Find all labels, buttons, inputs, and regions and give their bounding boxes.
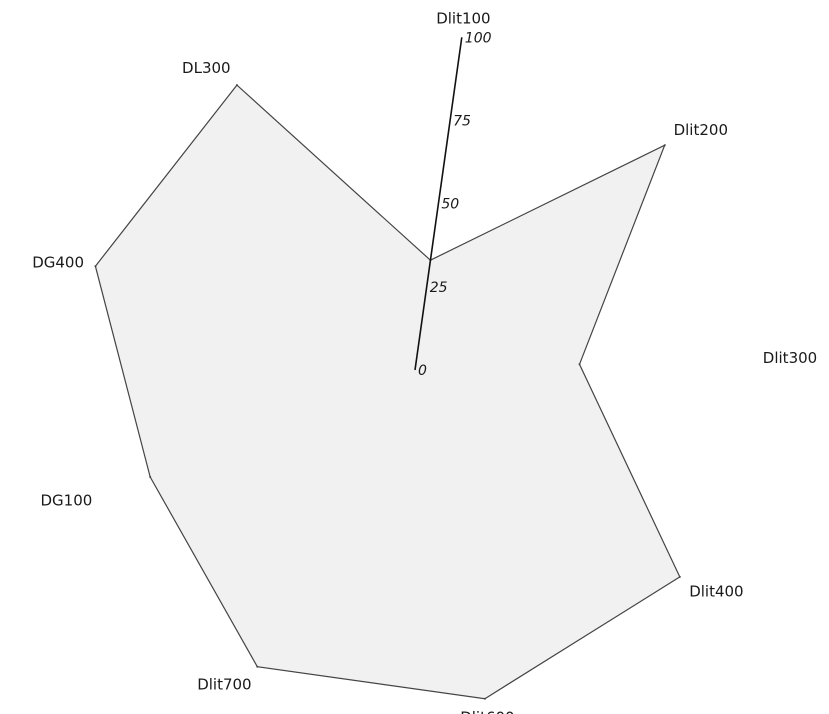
tick-label-100: 100 xyxy=(465,30,492,46)
radar-series-points xyxy=(94,84,681,700)
category-label-dg100: DG100 xyxy=(40,491,92,509)
radar-series-area xyxy=(94,84,681,700)
data-point-dlit300 xyxy=(578,363,581,366)
tick-label-50: 50 xyxy=(441,197,459,213)
data-point-dlit600 xyxy=(483,697,486,700)
category-label-dl300: DL300 xyxy=(182,59,231,77)
data-point-dlit200 xyxy=(663,144,666,147)
data-point-dg100 xyxy=(149,476,152,478)
tick-label-0: 0 xyxy=(418,363,427,379)
radial-axis-line xyxy=(414,37,463,371)
radial-axis-tick-labels: 0 25 50 75 100 xyxy=(418,30,492,379)
category-label-dlit700: Dlit700 xyxy=(197,675,251,693)
category-label-dlit400: Dlit400 xyxy=(689,582,743,600)
tick-label-25: 25 xyxy=(430,280,448,296)
category-labels: Dlit100 Dlit200 Dlit300 Dlit400 Dlit600 Dlit7… xyxy=(32,9,817,714)
category-label-dlit300: Dlit300 xyxy=(763,349,817,367)
data-point-dlit700 xyxy=(256,665,259,668)
data-point-dlit400 xyxy=(678,575,681,578)
tick-label-75: 75 xyxy=(453,114,471,130)
category-label-dlit100: Dlit100 xyxy=(436,9,490,27)
data-point-dl300 xyxy=(235,84,238,87)
category-label-dg400: DG400 xyxy=(32,254,84,272)
category-label-dlit600: Dlit600 xyxy=(460,708,514,714)
data-point-dg400 xyxy=(94,265,97,268)
category-label-dlit200: Dlit200 xyxy=(674,121,728,139)
